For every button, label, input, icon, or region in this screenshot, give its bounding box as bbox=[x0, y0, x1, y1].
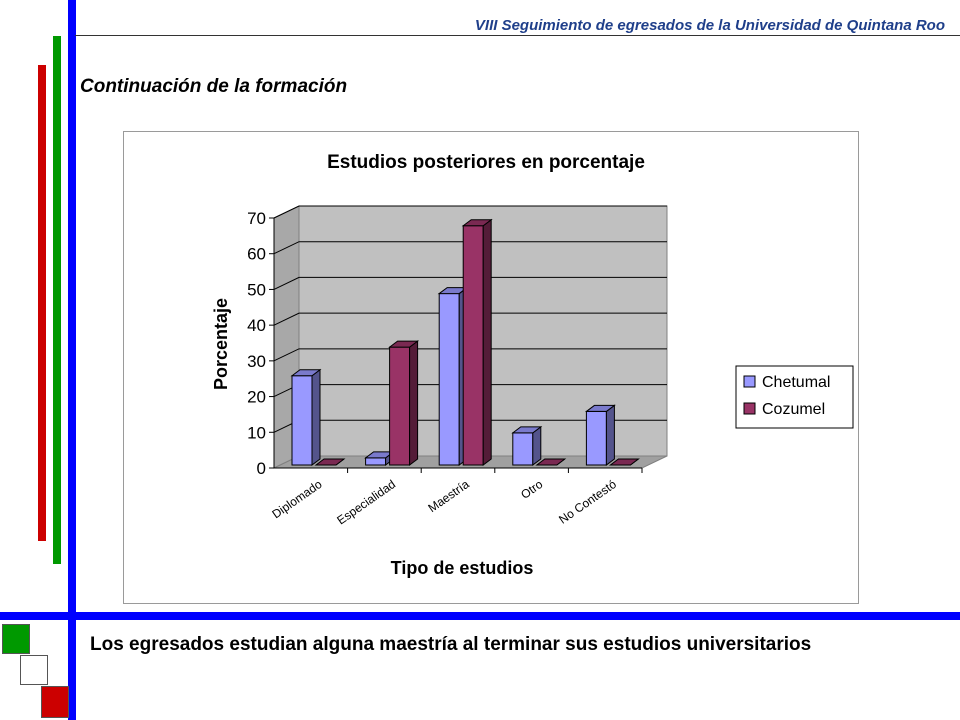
bar-cozumel-front bbox=[389, 346, 411, 466]
body-text: Los egresados estudian alguna maestría a… bbox=[90, 634, 812, 655]
bar-cozumel-top bbox=[388, 340, 420, 348]
x-tick-label: No Contestó bbox=[556, 477, 619, 527]
y-tick-label: 50 bbox=[247, 280, 266, 299]
y-axis-title: Porcentaje bbox=[211, 298, 231, 390]
y-tick-label: 70 bbox=[247, 209, 266, 228]
gridline bbox=[273, 276, 667, 290]
bar-cozumel-top bbox=[461, 219, 493, 227]
decor-green-vertical-bar bbox=[53, 36, 61, 564]
decor-blue-horizontal-bar bbox=[0, 612, 960, 620]
gridline bbox=[273, 205, 667, 219]
gridline bbox=[273, 241, 667, 255]
bar-chetumal-top bbox=[511, 426, 543, 434]
section-title: Continuación de la formación bbox=[80, 76, 348, 97]
y-tick-label: 10 bbox=[247, 423, 266, 442]
bar-chetumal-top bbox=[584, 404, 616, 412]
gridline bbox=[273, 312, 667, 326]
x-tick-label: Otro bbox=[518, 477, 545, 502]
bar-chetumal-front bbox=[512, 432, 534, 466]
x-tick-label: Diplomado bbox=[269, 477, 324, 522]
bar-chetumal-front bbox=[291, 375, 313, 466]
decor-green-square bbox=[2, 624, 30, 654]
header-title: VIII Seguimiento de egresados de la Univ… bbox=[474, 17, 945, 34]
x-tick-label: Especialidad bbox=[334, 477, 398, 527]
legend-label-chetumal: Chetumal bbox=[762, 374, 830, 391]
legend-box bbox=[735, 365, 854, 429]
bar-chart: 0 10 20 30 40 50 60 70 Diplomado Especialidad Maes… bbox=[211, 152, 854, 578]
bar-cozumel-side bbox=[482, 218, 492, 466]
bar-cozumel-side bbox=[409, 340, 419, 466]
bar-chetumal-front bbox=[438, 293, 460, 466]
bar-chetumal-side bbox=[605, 404, 615, 466]
bar-cozumel-top bbox=[535, 458, 567, 466]
legend-swatch-chetumal bbox=[743, 375, 756, 388]
y-tick-label: 20 bbox=[247, 388, 266, 407]
decor-white-square bbox=[20, 655, 48, 685]
x-tick-label: Maestría bbox=[425, 477, 472, 515]
bar-cozumel-top bbox=[608, 458, 640, 466]
y-tick-label: 30 bbox=[247, 352, 266, 371]
header-divider bbox=[75, 35, 960, 36]
bar-chetumal-top bbox=[290, 369, 322, 377]
bar-chetumal-front bbox=[585, 410, 607, 466]
bar-chetumal-front bbox=[365, 457, 387, 466]
decor-blue-vertical-bar bbox=[68, 0, 76, 720]
legend-swatch-cozumel bbox=[743, 402, 756, 415]
decor-red-vertical-bar bbox=[38, 65, 46, 541]
y-tick-label: 60 bbox=[247, 245, 266, 264]
y-tick-label: 40 bbox=[247, 316, 266, 335]
decor-red-square bbox=[41, 686, 69, 718]
chart-frame: 0 10 20 30 40 50 60 70 Diplomado Especialidad Maes… bbox=[123, 131, 859, 604]
x-axis-title: Tipo de estudios bbox=[391, 558, 534, 578]
gridline bbox=[273, 348, 667, 362]
legend-label-cozumel: Cozumel bbox=[762, 401, 825, 418]
bar-chetumal-side bbox=[311, 368, 321, 466]
chart-title: Estudios posteriores en porcentaje bbox=[327, 152, 645, 173]
y-tick-label: 0 bbox=[257, 459, 266, 478]
bar-cozumel-front bbox=[462, 225, 484, 466]
bar-cozumel-top bbox=[314, 458, 346, 466]
